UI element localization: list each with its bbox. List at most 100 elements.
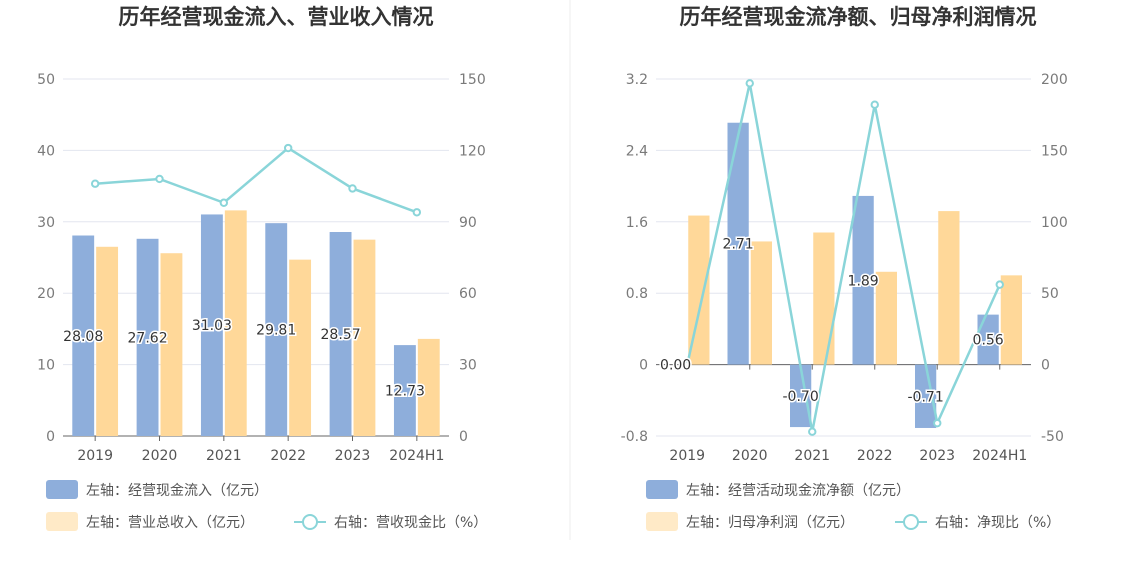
- left-axis-tick: 0.8: [626, 286, 648, 302]
- chart-1: 历年经营现金流入、营业收入情况 0 10 20 30 40 50 0 30 60 90 120 150 2…: [37, 5, 487, 531]
- bar-secondary: [813, 232, 835, 365]
- legend-label: 左轴：归母净利润（亿元）: [686, 514, 854, 531]
- right-axis-tick: 30: [459, 358, 477, 374]
- chart-title: 历年经营现金流入、营业收入情况: [119, 5, 434, 29]
- bar-secondary: [417, 338, 440, 436]
- right-axis-tick: 0: [459, 429, 468, 445]
- bar-secondary: [1000, 275, 1022, 365]
- data-label: 31.03: [192, 318, 232, 334]
- series-line: [686, 83, 1001, 432]
- right-axis-tick: 60: [459, 286, 477, 302]
- left-axis-tick: 3.2: [626, 72, 648, 88]
- x-axis-tick: 2019: [669, 448, 705, 464]
- x-axis-tick: 2024H1: [389, 448, 444, 464]
- bar-primary: [136, 238, 159, 436]
- x-axis-tick: 2019: [77, 448, 113, 464]
- x-axis-tick: 2020: [142, 448, 178, 464]
- chart-title: 历年经营现金流净额、归母净利润情况: [680, 5, 1037, 29]
- bar-primary: [977, 314, 999, 365]
- bar-primary: [790, 364, 812, 428]
- data-label: 0.56: [973, 333, 1004, 349]
- data-label: 29.81: [256, 323, 296, 339]
- bar-primary: [329, 232, 352, 436]
- data-label: 0.00: [660, 358, 691, 374]
- bar-secondary: [688, 215, 710, 365]
- legend-swatch: [646, 512, 678, 531]
- bar-primary: [852, 195, 874, 365]
- bar-primary: [72, 235, 95, 436]
- legend-label: 左轴：营业总收入（亿元）: [86, 515, 254, 531]
- data-label: -0.71: [908, 389, 944, 405]
- legend-label: 左轴：经营现金流入（亿元）: [86, 483, 268, 499]
- line-point: [412, 208, 422, 217]
- legend-label: 左轴：经营活动现金流净额（亿元）: [686, 483, 910, 499]
- bar-secondary: [353, 239, 376, 436]
- bar-primary: [393, 345, 416, 436]
- right-axis-tick: -50: [1041, 429, 1064, 445]
- x-axis-tick: 2020: [732, 448, 768, 464]
- left-axis-tick: 30: [37, 215, 55, 231]
- right-axis-tick: 200: [1041, 72, 1068, 88]
- data-label: 28.57: [321, 327, 361, 343]
- right-axis-tick: 0: [1041, 358, 1050, 374]
- left-axis-tick: -0.8: [621, 429, 648, 445]
- right-axis-tick: 150: [1041, 143, 1068, 159]
- series-line: [95, 146, 418, 214]
- chart-2: 历年经营现金流净额、归母净利润情况 -0.8 0 0.8 1.6 2.4 3.2 -50 0 50…: [621, 5, 1068, 531]
- line-point: [90, 179, 100, 188]
- x-axis-tick: 2024H1: [972, 448, 1027, 464]
- left-axis-tick: 2.4: [626, 143, 648, 159]
- x-axis-tick: 2021: [794, 448, 830, 464]
- line-point: [348, 184, 357, 193]
- left-axis-tick: 0: [639, 358, 648, 374]
- x-axis-tick: 2022: [270, 448, 306, 464]
- data-label: 12.73: [385, 384, 425, 400]
- bar-secondary: [750, 241, 772, 365]
- data-label: 28.08: [63, 329, 103, 345]
- legend-marker: [302, 514, 318, 530]
- bar-secondary: [160, 253, 183, 436]
- bar-primary: [265, 223, 288, 436]
- line-point: [683, 360, 692, 369]
- right-axis-tick: 50: [1041, 286, 1059, 302]
- right-axis-tick: 100: [1041, 215, 1068, 231]
- bar-secondary: [96, 246, 119, 436]
- line-point: [995, 280, 1004, 289]
- left-axis-tick: 40: [37, 143, 55, 159]
- left-axis-tick: 10: [37, 358, 55, 374]
- legend-swatch: [46, 480, 78, 499]
- x-axis-tick: 2023: [335, 448, 371, 464]
- bar-secondary: [938, 211, 960, 365]
- line-point: [283, 143, 293, 153]
- data-label: 1.89: [848, 273, 879, 289]
- x-axis-tick: 2021: [206, 448, 242, 464]
- data-label: 27.62: [128, 330, 168, 346]
- x-axis-tick: 2023: [919, 448, 955, 464]
- left-axis-tick: 0: [46, 429, 55, 445]
- right-axis-tick: 90: [459, 215, 477, 231]
- line-point: [808, 427, 817, 436]
- line-point: [745, 79, 754, 88]
- bar-secondary: [224, 210, 247, 436]
- left-axis-tick: 1.6: [626, 215, 648, 231]
- legend-marker: [903, 514, 919, 530]
- x-axis-tick: 2022: [857, 448, 893, 464]
- left-axis-tick: 50: [37, 72, 55, 88]
- right-axis-tick: 150: [459, 72, 486, 88]
- line-point: [933, 418, 942, 428]
- bar-primary: [200, 214, 223, 436]
- line-point: [155, 174, 164, 184]
- data-label: 2.71: [723, 237, 754, 253]
- legend-swatch: [46, 512, 78, 531]
- bar-secondary: [875, 271, 897, 365]
- right-axis-tick: 120: [459, 143, 486, 159]
- bar-primary: [915, 364, 937, 428]
- left-axis-tick: 20: [37, 286, 55, 302]
- legend-swatch: [646, 480, 678, 499]
- line-point: [219, 198, 229, 207]
- legend-label: 右轴：净现比（%）: [935, 515, 1060, 531]
- bar-primary: [727, 122, 749, 365]
- data-label: -0.70: [783, 389, 819, 405]
